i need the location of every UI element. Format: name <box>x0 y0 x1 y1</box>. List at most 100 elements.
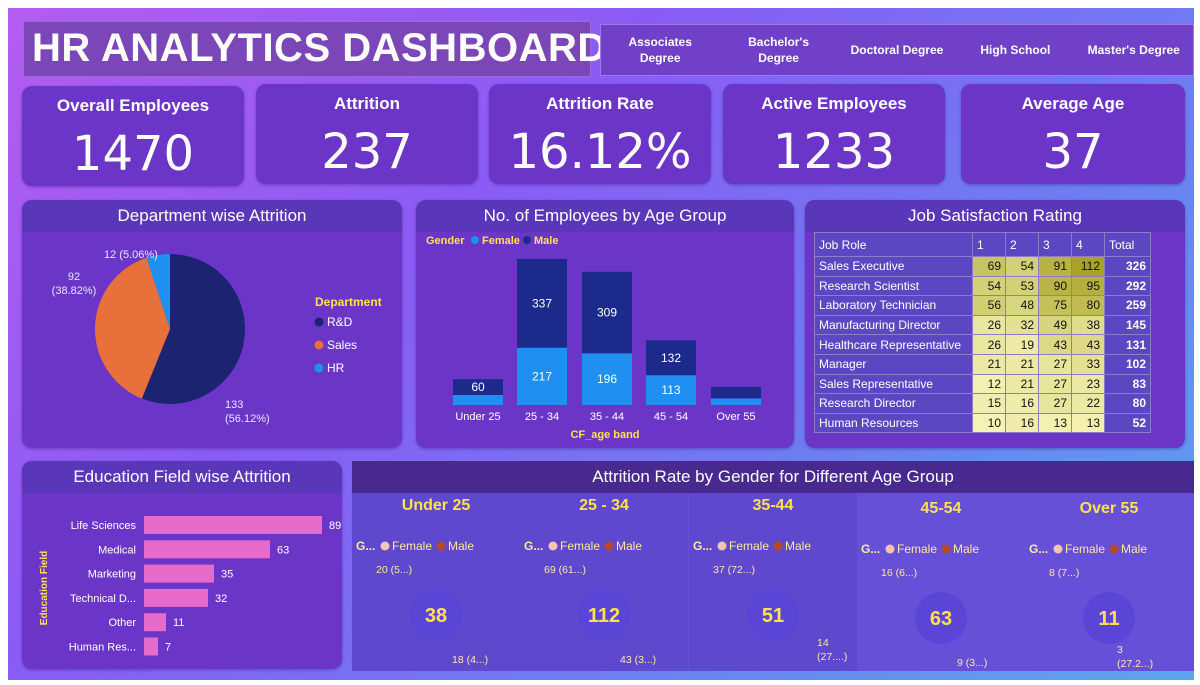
kpi-attrition: Attrition 237 <box>256 84 478 184</box>
kpi-value: 237 <box>321 124 413 180</box>
kpi-overall-employees: Overall Employees 1470 <box>22 86 244 186</box>
job-role-cell: Manufacturing Director <box>814 314 973 336</box>
bar-male[interactable] <box>517 258 567 348</box>
donut-chart: G... Female Male 38 20 (5...) 18 (4...) <box>356 539 488 666</box>
table-cell: 52 <box>1104 412 1151 434</box>
kpi-label: Attrition <box>333 94 401 113</box>
pie-slice-rd[interactable] <box>141 254 245 404</box>
legend-entry[interactable]: Female <box>1065 542 1105 556</box>
job-role-cell: Sales Representative <box>814 373 973 395</box>
legend-swatch <box>548 541 558 551</box>
legend-entry[interactable]: Male <box>448 539 474 553</box>
bar-data-label: 63 <box>277 544 289 556</box>
bar-male[interactable] <box>453 379 503 395</box>
table-cell: 145 <box>1104 314 1151 336</box>
table-row: Research Scientist 54 53 90 95 292 <box>814 275 1151 297</box>
education-slicer[interactable]: Associates Degree Bachelor's Degree Doct… <box>600 24 1194 76</box>
bar[interactable] <box>144 637 158 656</box>
donut-data-label: 69 (61...) <box>544 564 586 576</box>
legend-entry[interactable]: Male <box>785 539 811 553</box>
donut-hole <box>1083 592 1135 644</box>
donut-hole <box>578 589 630 641</box>
donut-chart: G... Female Male 63 16 (6...) 9 (3...) <box>861 542 987 669</box>
legend-entry[interactable]: Male <box>1121 542 1147 556</box>
table-cell: 15 <box>972 393 1006 414</box>
legend-entry[interactable]: Male <box>616 539 642 553</box>
bar-female[interactable] <box>646 375 696 405</box>
donut-title: 45-54 <box>920 500 962 517</box>
table-cell: 53 <box>1005 275 1039 297</box>
bar[interactable] <box>144 540 270 559</box>
table-cell: 83 <box>1104 373 1151 395</box>
title-banner: HR ANALYTICS DASHBOARD <box>23 21 606 77</box>
y-axis-label: Education Field <box>39 551 50 625</box>
y-tick-label: Life Sciences <box>71 520 137 532</box>
legend-entry[interactable]: Male <box>534 235 558 247</box>
legend-entry[interactable]: HR <box>327 361 345 375</box>
donut-group-2: 25 - 34 G... Female Male 112 69 (61...) 43 (3.… <box>520 493 688 671</box>
table-cell: 90 <box>1038 275 1072 297</box>
table-cell: 112 <box>1071 256 1105 277</box>
legend-entry[interactable]: Male <box>953 542 979 556</box>
bar-male[interactable] <box>582 271 632 354</box>
table-cell: 26 <box>972 314 1006 336</box>
chart-title: Attrition Rate by Gender for Different A… <box>592 467 954 486</box>
donut-data-label: (27.2...) <box>1117 658 1153 670</box>
bar[interactable] <box>144 588 208 607</box>
bar-female[interactable] <box>711 398 761 405</box>
bar-data-label: 32 <box>215 593 227 605</box>
column-header: 1 <box>972 232 1006 257</box>
bar-female[interactable] <box>517 347 567 405</box>
bar-data-label: 196 <box>597 372 617 386</box>
pie-slice-sales[interactable] <box>95 257 170 399</box>
donut-title: Over 55 <box>1079 500 1139 517</box>
slicer-doctoral-degree[interactable]: Doctoral Degree <box>850 43 944 57</box>
table-cell: 38 <box>1071 314 1105 336</box>
y-tick-label: Marketing <box>88 569 136 581</box>
legend-entry[interactable]: Female <box>729 539 769 553</box>
bar-female[interactable] <box>582 353 632 405</box>
table-cell: 91 <box>1038 256 1072 277</box>
pie-slice-hr[interactable] <box>146 254 170 329</box>
job-satisfaction-table: Job Role 1 2 3 4 Total Sales Executive 69 54 91 1… <box>814 232 1151 434</box>
donut-group-1: Under 25 G... Female Male 38 20 (5...) 18 (4..… <box>352 493 520 671</box>
legend-entry[interactable]: Female <box>482 235 520 247</box>
bar-male[interactable] <box>646 340 696 376</box>
job-role-cell: Manager <box>814 353 973 375</box>
slicer-high-school[interactable]: High School <box>980 43 1051 57</box>
table-cell: 43 <box>1038 334 1072 355</box>
donut-data-label: 37 (72...) <box>713 564 755 576</box>
chart-title: No. of Employees by Age Group <box>416 200 794 232</box>
table-row: Healthcare Representative 26 19 43 43 131 <box>814 334 1151 355</box>
legend-entry[interactable]: Female <box>897 542 937 556</box>
kpi-value: 1233 <box>772 124 896 180</box>
slicer-bachelors-degree[interactable]: Bachelor's Degree <box>748 35 810 65</box>
legend-entry[interactable]: Sales <box>327 338 357 352</box>
legend-swatch <box>604 541 614 551</box>
table-cell: 19 <box>1005 334 1039 355</box>
bar[interactable] <box>144 516 322 534</box>
legend-entry[interactable]: R&D <box>327 315 353 329</box>
column-header[interactable]: Total <box>1104 232 1151 257</box>
legend-entry[interactable]: Female <box>560 539 600 553</box>
bar-male[interactable] <box>711 386 761 399</box>
donut-group-5: Over 55 G... Female Male 11 8 (7...) 3 (27.2...… <box>1025 496 1193 674</box>
table-cell: 23 <box>1071 373 1105 395</box>
chart-title: Department wise Attrition <box>22 200 402 232</box>
bar[interactable] <box>144 613 166 632</box>
slicer-masters-degree[interactable]: Master's Degree <box>1087 43 1180 57</box>
table-cell: 16 <box>1005 393 1039 414</box>
job-role-cell: Sales Executive <box>814 256 973 277</box>
chart-title: Job Satisfaction Rating <box>805 200 1185 232</box>
bar-female[interactable] <box>453 394 503 405</box>
donut-group-4: 45-54 G... Female Male 63 16 (6...) 9 (3...) <box>857 496 1025 674</box>
donut-chart: G... Female Male 112 69 (61...) 43 (3...) <box>524 539 656 666</box>
table-cell: 54 <box>1005 256 1039 277</box>
donut-data-label: 3 <box>1117 644 1123 656</box>
slicer-associates-degree[interactable]: Associates Degree <box>628 35 692 65</box>
y-tick-label: Technical D... <box>70 593 136 605</box>
legend-entry[interactable]: Female <box>392 539 432 553</box>
bar[interactable] <box>144 564 214 583</box>
table-cell: 292 <box>1104 275 1151 297</box>
table-row: Research Director 15 16 27 22 80 <box>814 393 1151 414</box>
